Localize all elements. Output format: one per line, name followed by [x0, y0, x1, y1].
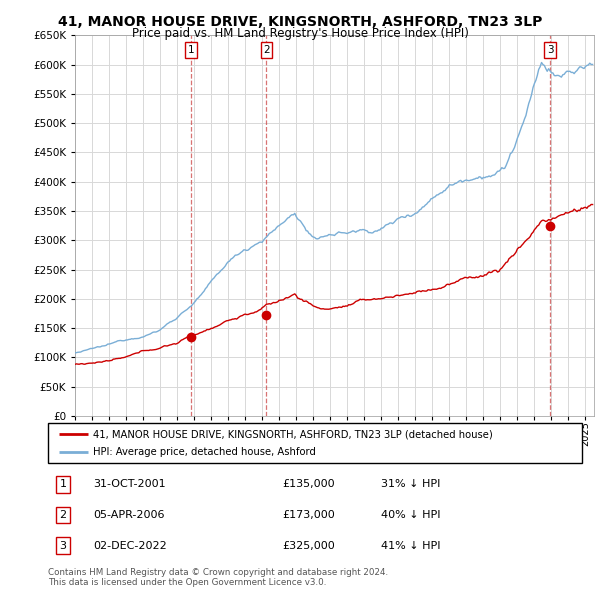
Text: 31% ↓ HPI: 31% ↓ HPI [381, 480, 440, 489]
Text: Contains HM Land Registry data © Crown copyright and database right 2024.
This d: Contains HM Land Registry data © Crown c… [48, 568, 388, 587]
Text: 2: 2 [263, 45, 270, 55]
Text: 1: 1 [59, 480, 67, 489]
Text: 41, MANOR HOUSE DRIVE, KINGSNORTH, ASHFORD, TN23 3LP: 41, MANOR HOUSE DRIVE, KINGSNORTH, ASHFO… [58, 15, 542, 29]
Text: £135,000: £135,000 [282, 480, 335, 489]
Text: £325,000: £325,000 [282, 541, 335, 550]
Text: 05-APR-2006: 05-APR-2006 [93, 510, 164, 520]
Text: 1: 1 [188, 45, 194, 55]
Text: 41% ↓ HPI: 41% ↓ HPI [381, 541, 440, 550]
Text: £173,000: £173,000 [282, 510, 335, 520]
Text: 41, MANOR HOUSE DRIVE, KINGSNORTH, ASHFORD, TN23 3LP (detached house): 41, MANOR HOUSE DRIVE, KINGSNORTH, ASHFO… [94, 430, 493, 440]
FancyBboxPatch shape [48, 423, 582, 463]
Text: 31-OCT-2001: 31-OCT-2001 [93, 480, 166, 489]
Text: HPI: Average price, detached house, Ashford: HPI: Average price, detached house, Ashf… [94, 447, 316, 457]
Text: Price paid vs. HM Land Registry's House Price Index (HPI): Price paid vs. HM Land Registry's House … [131, 27, 469, 40]
Text: 40% ↓ HPI: 40% ↓ HPI [381, 510, 440, 520]
Text: 02-DEC-2022: 02-DEC-2022 [93, 541, 167, 550]
Text: 3: 3 [59, 541, 67, 550]
Text: 3: 3 [547, 45, 553, 55]
Text: 2: 2 [59, 510, 67, 520]
